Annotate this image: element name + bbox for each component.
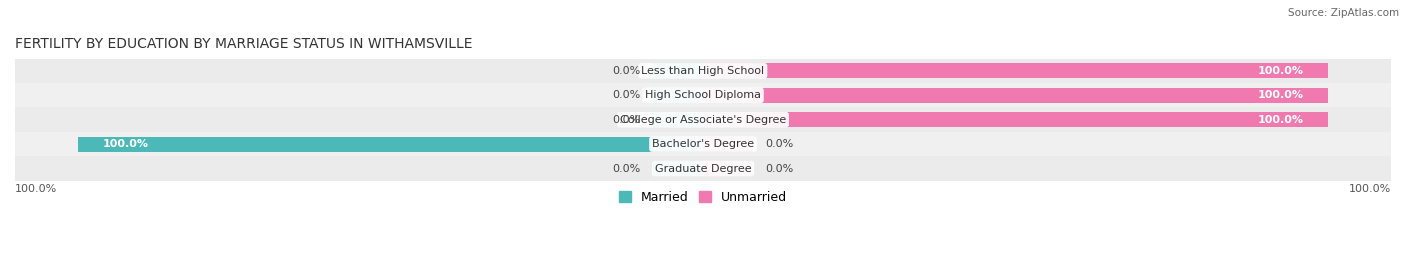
Bar [652, 161, 703, 176]
Bar [15, 108, 1391, 132]
Bar [15, 132, 1391, 156]
Text: 100.0%: 100.0% [15, 184, 58, 194]
Text: 0.0%: 0.0% [612, 90, 641, 100]
Text: Bachelor's Degree: Bachelor's Degree [652, 139, 754, 149]
Bar [652, 88, 703, 103]
Text: 100.0%: 100.0% [103, 139, 149, 149]
Text: 0.0%: 0.0% [765, 164, 794, 174]
Bar [703, 88, 754, 103]
Text: 100.0%: 100.0% [1257, 66, 1303, 76]
Text: 100.0%: 100.0% [1257, 90, 1303, 100]
Text: 0.0%: 0.0% [765, 139, 794, 149]
Bar [703, 112, 1329, 127]
Bar [652, 137, 703, 152]
Text: Less than High School: Less than High School [641, 66, 765, 76]
Bar [77, 137, 703, 152]
Bar [703, 63, 754, 78]
Text: 0.0%: 0.0% [612, 164, 641, 174]
Bar [703, 88, 1329, 103]
Text: Graduate Degree: Graduate Degree [655, 164, 751, 174]
Bar [652, 63, 703, 78]
Bar [703, 137, 754, 152]
Bar [703, 161, 754, 176]
Bar [703, 63, 1329, 78]
Text: 0.0%: 0.0% [612, 115, 641, 125]
Text: 100.0%: 100.0% [1257, 115, 1303, 125]
Bar [703, 112, 754, 127]
Text: 100.0%: 100.0% [1348, 184, 1391, 194]
Bar [15, 156, 1391, 181]
Legend: Married, Unmarried: Married, Unmarried [613, 186, 793, 209]
Bar [15, 59, 1391, 83]
Text: 0.0%: 0.0% [612, 66, 641, 76]
Text: FERTILITY BY EDUCATION BY MARRIAGE STATUS IN WITHAMSVILLE: FERTILITY BY EDUCATION BY MARRIAGE STATU… [15, 37, 472, 51]
Bar [652, 112, 703, 127]
Text: High School Diploma: High School Diploma [645, 90, 761, 100]
Bar [15, 83, 1391, 108]
Text: Source: ZipAtlas.com: Source: ZipAtlas.com [1288, 8, 1399, 18]
Text: College or Associate's Degree: College or Associate's Degree [620, 115, 786, 125]
